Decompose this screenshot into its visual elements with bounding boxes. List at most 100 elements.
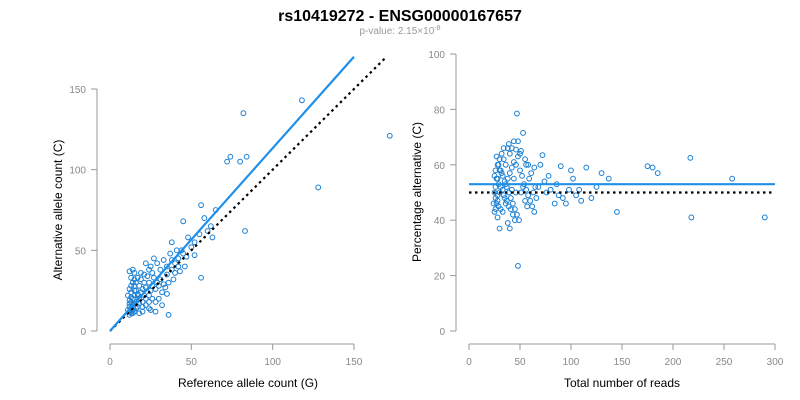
left-data-point: [191, 239, 198, 246]
left-x-tick-label: 100: [264, 357, 281, 368]
left-data-point: [141, 279, 148, 286]
right-data-point: [525, 192, 532, 199]
right-data-point: [520, 130, 526, 136]
left-data-point: [126, 297, 133, 304]
left-data-point: [154, 260, 161, 267]
left-data-point: [129, 310, 136, 317]
left-data-point: [224, 158, 231, 165]
left-data-point: [152, 299, 159, 305]
right-data-point: [761, 214, 768, 221]
right-data-point: [649, 164, 656, 171]
right-data-point: [513, 161, 519, 168]
left-x-tick-label: 50: [186, 357, 198, 368]
right-data-point: [504, 175, 511, 182]
right-y-tick-label: 0: [439, 327, 445, 338]
left-x-tick-label: 0: [107, 357, 113, 368]
right-x-tick-label: 150: [614, 357, 631, 368]
left-data-point: [138, 270, 144, 276]
left-data-point: [242, 228, 248, 234]
left-data-point: [131, 282, 138, 289]
left-data-point: [131, 308, 138, 315]
right-data-point: [516, 217, 522, 224]
right-data-point: [531, 164, 538, 171]
left-reference-line: [109, 55, 388, 332]
left-data-point: [146, 299, 152, 305]
left-data-point: [181, 263, 188, 270]
right-data-point: [506, 150, 513, 157]
left-data-point: [164, 271, 170, 278]
left-data-point: [243, 153, 250, 160]
right-data-point: [551, 200, 558, 207]
right-data-point: [533, 195, 540, 201]
left-y-tick-label: 100: [69, 166, 86, 177]
right-data-point: [588, 195, 595, 201]
left-data-point: [126, 268, 133, 275]
right-data-point: [530, 189, 537, 196]
left-y-tick-label: 0: [80, 327, 86, 338]
left-data-point: [162, 284, 169, 291]
left-data-point: [201, 215, 208, 221]
right-data-point: [500, 156, 507, 163]
right-data-point: [644, 163, 651, 170]
left-data-point: [142, 302, 149, 309]
right-data-point: [502, 161, 509, 168]
right-data-point: [545, 172, 552, 179]
right-data-point: [507, 206, 514, 213]
chart-title: rs10419272 - ENSG00000167657: [278, 8, 522, 25]
right-data-point: [502, 200, 509, 207]
right-data-point: [495, 161, 502, 168]
left-data-point: [315, 184, 322, 191]
right-data-point: [512, 217, 518, 224]
right-data-point: [493, 153, 500, 160]
left-data-point: [129, 266, 136, 273]
right-x-axis-label: Total number of reads: [564, 376, 680, 390]
right-y-tick-label: 40: [434, 216, 446, 227]
left-data-point: [154, 279, 161, 286]
right-data-point: [500, 192, 507, 199]
left-data-point: [165, 279, 172, 286]
right-data-point: [494, 197, 501, 204]
right-data-point: [555, 192, 562, 199]
right-data-point: [578, 197, 585, 204]
right-scatter-panel: 0 50 100 150 200 250 300 0 20 40 60 80 100 Total numb…: [410, 50, 784, 390]
right-data-point: [509, 200, 516, 207]
right-data-point: [568, 167, 574, 174]
left-data-point: [155, 295, 162, 302]
left-data-point: [160, 257, 167, 263]
left-data-point: [183, 253, 190, 260]
right-data-point: [519, 172, 525, 179]
left-data-point: [136, 310, 143, 317]
right-data-point: [515, 138, 521, 145]
right-data-point: [508, 164, 515, 171]
right-data-point: [605, 175, 612, 182]
right-data-point: [528, 170, 535, 177]
left-data-point: [139, 303, 146, 310]
left-data-point: [164, 263, 170, 270]
left-data-point: [149, 270, 156, 276]
right-data-point: [523, 161, 530, 168]
right-data-point: [497, 167, 504, 174]
right-data-point: [510, 175, 517, 182]
right-data-point: [547, 186, 554, 193]
right-data-point: [498, 150, 505, 157]
left-data-point: [180, 218, 187, 225]
left-data-point: [168, 239, 175, 246]
right-data-point: [525, 161, 532, 168]
right-data-point: [506, 225, 513, 232]
left-data-point: [198, 202, 204, 209]
right-data-point: [515, 263, 521, 269]
right-data-point: [563, 200, 569, 207]
left-data-point: [141, 271, 148, 278]
right-data-point: [496, 189, 503, 196]
left-y-tick-label: 150: [69, 85, 86, 96]
right-data-point: [491, 172, 498, 179]
left-data-point: [147, 287, 154, 294]
right-data-point: [492, 206, 499, 213]
left-data-point: [128, 274, 135, 281]
right-x-tick-label: 300: [767, 357, 784, 368]
right-x-tick-label: 50: [514, 357, 526, 368]
left-data-point: [133, 287, 139, 294]
right-data-point: [507, 195, 514, 201]
left-data-point: [240, 110, 247, 117]
